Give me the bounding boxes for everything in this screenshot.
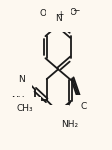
Text: C: C [80, 102, 86, 111]
Text: NH: NH [11, 96, 25, 105]
Text: CH₃: CH₃ [17, 104, 34, 113]
Text: N: N [55, 14, 62, 23]
Text: O: O [40, 9, 47, 18]
Text: O: O [55, 113, 62, 122]
Text: N: N [18, 75, 25, 84]
Text: N: N [87, 102, 93, 111]
Text: +: + [57, 11, 63, 20]
Text: NH₂: NH₂ [61, 120, 78, 129]
Text: −: − [72, 6, 80, 15]
Text: O: O [70, 8, 77, 17]
